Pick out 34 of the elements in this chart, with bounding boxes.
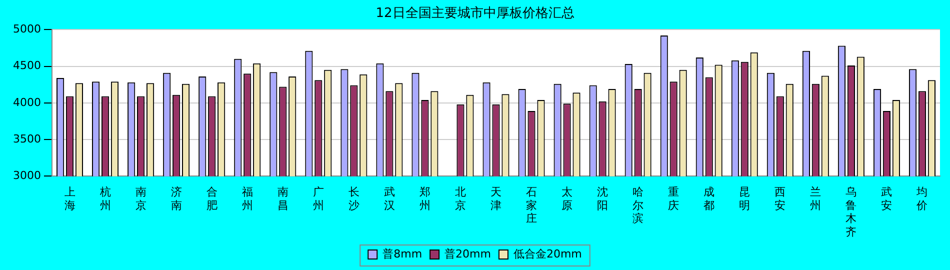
x-tick-label: 西安 xyxy=(774,186,786,212)
x-tick-label: 兰州 xyxy=(810,186,822,212)
chart-title: 12日全国主要城市中厚板价格汇总 xyxy=(376,5,574,22)
x-tick-label: 长沙 xyxy=(348,186,360,212)
x-tick-label: 南昌 xyxy=(277,186,288,212)
legend-label: 普8mm xyxy=(382,247,422,260)
x-tick-label: 哈尔滨 xyxy=(632,186,644,226)
x-tick-label: 济南 xyxy=(170,186,182,212)
x-tick-label: 上海 xyxy=(64,186,76,212)
legend-label: 低合金20mm xyxy=(513,247,582,260)
x-tick-label: 杭州 xyxy=(98,186,111,212)
x-tick-label: 广州 xyxy=(312,186,324,212)
x-tick-label: 合肥 xyxy=(206,186,218,212)
x-tick-label: 沈阳 xyxy=(597,186,608,212)
x-tick-label: 成都 xyxy=(704,186,715,212)
x-tick-label: 南京 xyxy=(135,186,146,212)
x-tick-label: 郑州 xyxy=(419,186,430,212)
y-tick-label: 3500 xyxy=(12,132,41,146)
x-tick-label: 天津 xyxy=(490,186,502,212)
x-tick-label: 北京 xyxy=(454,186,466,212)
y-tick-label: 3000 xyxy=(12,169,41,182)
legend-label: 普20mm xyxy=(444,247,491,260)
x-tick-label: 昆明 xyxy=(739,186,750,212)
x-tick-label: 重庆 xyxy=(668,186,680,212)
x-tick-label: 武汉 xyxy=(384,186,395,212)
x-tick-label: 武安 xyxy=(881,186,892,212)
x-tick-label: 太原 xyxy=(562,186,573,212)
x-tick-label: 均价 xyxy=(916,186,928,212)
y-tick-label: 5000 xyxy=(12,22,41,36)
y-tick-label: 4500 xyxy=(12,59,41,72)
x-tick-label: 福州 xyxy=(242,186,253,212)
x-tick-label: 石家庄 xyxy=(526,186,538,226)
x-tick-label: 乌鲁木齐 xyxy=(846,186,857,238)
y-tick-label: 4000 xyxy=(12,96,41,109)
